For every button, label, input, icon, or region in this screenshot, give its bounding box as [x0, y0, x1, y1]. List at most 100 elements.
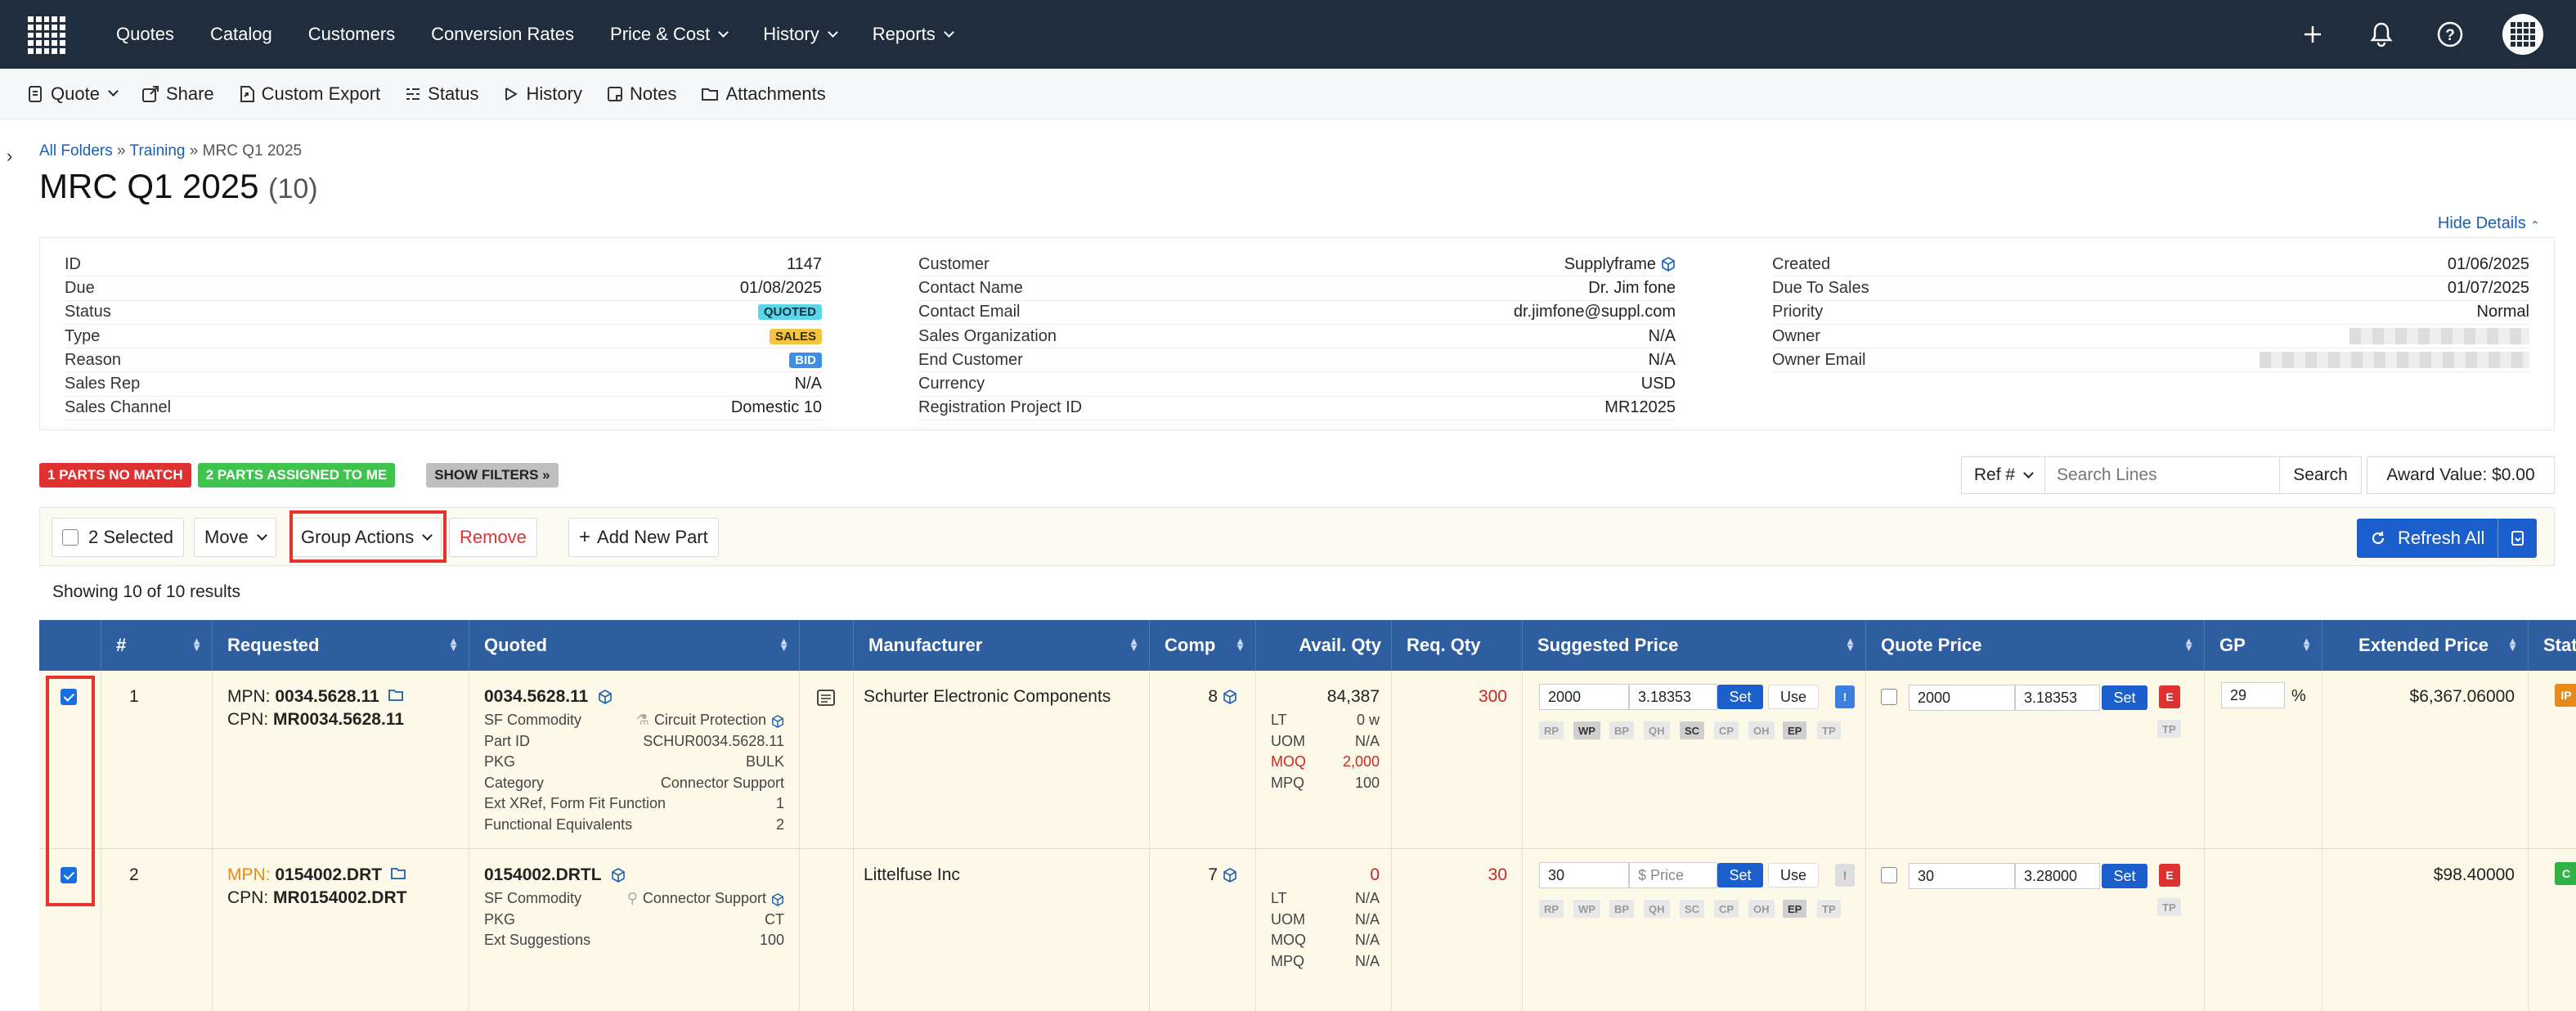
- suggested-price-input[interactable]: 3.18353: [1629, 684, 1717, 710]
- cube-icon[interactable]: [1223, 868, 1237, 883]
- tag-sc[interactable]: SC: [1680, 721, 1705, 739]
- tag-qh[interactable]: QH: [1644, 900, 1670, 918]
- nav-quotes[interactable]: Quotes: [116, 24, 174, 44]
- tag-qh[interactable]: QH: [1644, 721, 1670, 739]
- hide-details-link[interactable]: Hide Details ⌄: [2437, 214, 2540, 232]
- move-button[interactable]: Move: [194, 518, 276, 557]
- tag-tp[interactable]: TP: [2157, 720, 2181, 738]
- tag-wp[interactable]: WP: [1573, 900, 1600, 918]
- tag-rp[interactable]: RP: [1539, 721, 1564, 739]
- column-status[interactable]: Status: [2543, 635, 2576, 655]
- suggested-qty-input[interactable]: 2000: [1539, 684, 1629, 710]
- tag-ep[interactable]: EP: [1783, 721, 1807, 739]
- quoted-mpn[interactable]: 0154002.DRTL: [484, 865, 602, 884]
- tag-oh[interactable]: OH: [1748, 721, 1775, 739]
- tag-bp[interactable]: BP: [1609, 900, 1635, 918]
- remove-button[interactable]: Remove: [449, 518, 537, 557]
- nav-price-cost[interactable]: Price & Cost: [610, 24, 729, 45]
- search-lines-input[interactable]: [2045, 457, 2279, 493]
- comp-count[interactable]: 8: [1208, 687, 1218, 706]
- column-avail-qty[interactable]: Avail. Qty: [1256, 620, 1392, 671]
- datasheet-icon[interactable]: [816, 689, 836, 707]
- folder-icon[interactable]: [388, 689, 404, 702]
- no-match-filter[interactable]: 1 PARTS NO MATCH: [39, 463, 191, 488]
- column-quoted[interactable]: Quoted ▲ ▼: [469, 620, 800, 671]
- tag-rp[interactable]: RP: [1539, 900, 1564, 918]
- bell-icon[interactable]: [2365, 18, 2398, 51]
- tag-tp[interactable]: TP: [1817, 721, 1841, 739]
- tag-wp[interactable]: WP: [1573, 721, 1600, 739]
- tag-tp[interactable]: TP: [2157, 898, 2181, 916]
- cube-icon[interactable]: [1661, 257, 1676, 272]
- column-quote-price[interactable]: Quote Price ▲ ▼: [1866, 620, 2205, 671]
- status-badge[interactable]: C: [2555, 862, 2576, 885]
- edit-button[interactable]: E: [2159, 685, 2180, 708]
- status-button[interactable]: Status: [405, 83, 479, 105]
- quote-price-checkbox[interactable]: [1881, 867, 1897, 883]
- status-badge[interactable]: IP: [2555, 684, 2576, 707]
- quote-price-checkbox[interactable]: [1881, 689, 1897, 705]
- quote-qty-input[interactable]: 30: [1909, 863, 2015, 889]
- quote-price-input[interactable]: 3.28000: [2015, 863, 2100, 889]
- nav-history[interactable]: History: [763, 24, 838, 45]
- column-req-qty[interactable]: Req. Qty: [1392, 620, 1523, 671]
- group-actions-button[interactable]: Group Actions: [290, 518, 442, 557]
- use-button[interactable]: Use: [1768, 685, 1819, 709]
- nav-customers[interactable]: Customers: [307, 24, 396, 44]
- tag-tp[interactable]: TP: [1817, 900, 1841, 918]
- suggested-qty-input[interactable]: 30: [1539, 862, 1629, 888]
- refresh-all-button[interactable]: Refresh All: [2357, 519, 2538, 558]
- select-all-checkbox[interactable]: [62, 529, 79, 546]
- nav-reports[interactable]: Reports: [873, 24, 954, 45]
- column-manufacturer[interactable]: Manufacturer ▲ ▼: [854, 620, 1150, 671]
- nav-conversion-rates[interactable]: Conversion Rates: [431, 24, 575, 44]
- edit-button[interactable]: E: [2159, 864, 2180, 887]
- plus-icon[interactable]: [2296, 18, 2329, 51]
- show-filters-button[interactable]: SHOW FILTERS »: [426, 463, 559, 488]
- notes-button[interactable]: Notes: [607, 83, 676, 105]
- tag-oh[interactable]: OH: [1748, 900, 1775, 918]
- suggested-price-input[interactable]: $ Price: [1629, 862, 1717, 888]
- user-avatar[interactable]: [2502, 14, 2543, 55]
- ref-dropdown[interactable]: Ref #: [1962, 457, 2045, 493]
- row-checkbox[interactable]: [61, 689, 77, 705]
- column-comp[interactable]: Comp ▲ ▼: [1150, 620, 1256, 671]
- cube-icon[interactable]: [1223, 690, 1237, 705]
- set-suggested-button[interactable]: Set: [1717, 685, 1763, 709]
- breadcrumb-training[interactable]: Training: [129, 142, 186, 160]
- set-quote-button[interactable]: Set: [2102, 864, 2147, 888]
- select-all-button[interactable]: 2 Selected: [52, 518, 184, 557]
- row-checkbox[interactable]: [61, 867, 77, 883]
- column-gp[interactable]: GP ▲ ▼: [2205, 620, 2322, 671]
- nav-catalog[interactable]: Catalog: [209, 24, 272, 44]
- cube-icon[interactable]: [611, 868, 626, 883]
- app-logo-icon[interactable]: [25, 13, 69, 57]
- set-quote-button[interactable]: Set: [2102, 685, 2147, 710]
- tag-ep[interactable]: EP: [1783, 900, 1807, 918]
- breadcrumb-all-folders[interactable]: All Folders: [39, 142, 113, 160]
- add-new-part-button[interactable]: + Add New Part: [568, 518, 719, 557]
- comp-count[interactable]: 7: [1208, 865, 1218, 884]
- tag-cp[interactable]: CP: [1714, 900, 1739, 918]
- refresh-options-icon[interactable]: [2497, 519, 2537, 558]
- use-button[interactable]: Use: [1768, 863, 1819, 887]
- folder-icon[interactable]: [390, 867, 406, 880]
- quoted-mpn[interactable]: 0034.5628.11: [484, 687, 589, 706]
- history-button[interactable]: History: [504, 83, 582, 105]
- column-number[interactable]: # ▲ ▼: [101, 620, 213, 671]
- gp-input[interactable]: 29: [2221, 682, 2285, 708]
- search-button[interactable]: Search: [2279, 457, 2361, 493]
- tag-sc[interactable]: SC: [1680, 900, 1705, 918]
- column-extended-price[interactable]: Extended Price ▲ ▼: [2322, 620, 2529, 671]
- column-requested[interactable]: Requested ▲ ▼: [213, 620, 469, 671]
- custom-export-button[interactable]: Custom Export: [239, 83, 380, 105]
- cube-icon[interactable]: [771, 714, 784, 728]
- alert-button[interactable]: !: [1835, 685, 1855, 708]
- column-suggested-price[interactable]: Suggested Price ▲ ▼: [1523, 620, 1866, 671]
- set-suggested-button[interactable]: Set: [1717, 863, 1763, 887]
- cube-icon[interactable]: [771, 892, 784, 906]
- tag-bp[interactable]: BP: [1609, 721, 1635, 739]
- cube-icon[interactable]: [598, 690, 613, 705]
- tag-cp[interactable]: CP: [1714, 721, 1739, 739]
- assigned-filter[interactable]: 2 PARTS ASSIGNED TO ME: [197, 463, 396, 488]
